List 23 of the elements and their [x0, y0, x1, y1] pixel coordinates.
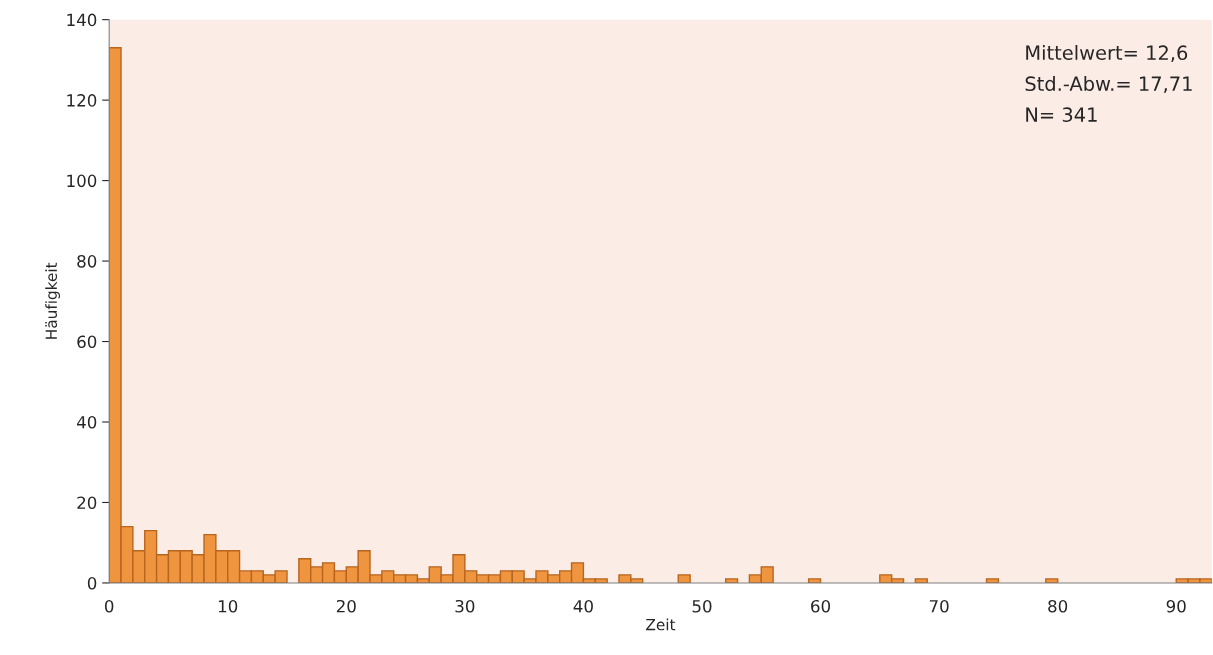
- x-tick-label: 20: [336, 599, 356, 613]
- x-tick-label: 70: [929, 599, 949, 613]
- annotation: Std.-Abw.= 17,71: [1025, 75, 1192, 94]
- y-tick-label: 20: [77, 496, 97, 510]
- y-tick-label: 140: [67, 13, 97, 27]
- x-tick-label: 40: [573, 599, 593, 613]
- x-tick-label: 0: [104, 599, 114, 613]
- x-tick-label: 90: [1166, 599, 1186, 613]
- x-tick-label: 30: [455, 599, 475, 613]
- y-tick-label: 60: [77, 335, 97, 349]
- x-tick-label: 50: [692, 599, 712, 613]
- y-tick-label: 100: [67, 174, 97, 188]
- y-tick-label: 0: [87, 576, 97, 590]
- annotation: Mittelwert= 12,6: [1026, 45, 1188, 63]
- annotation: N= 341: [1026, 107, 1097, 123]
- y-tick-label: 120: [67, 94, 97, 107]
- y-tick-label: 80: [77, 255, 97, 268]
- x-tick-label: 10: [218, 599, 238, 613]
- x-tick-label: 80: [1048, 599, 1068, 613]
- x-tick-label: 60: [811, 599, 831, 613]
- x-axis-title: Zeit: [646, 618, 676, 631]
- y-tick-label: 40: [76, 415, 97, 429]
- y-axis-title: Häufigkeit: [45, 262, 60, 339]
